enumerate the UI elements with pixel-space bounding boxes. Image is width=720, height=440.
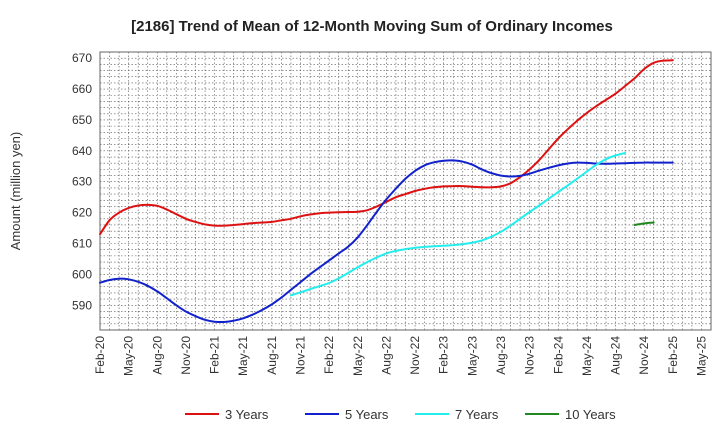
x-tick-label: Aug-21 (265, 336, 279, 375)
x-tick-label: Nov-23 (523, 336, 537, 375)
x-tick-label: Nov-24 (637, 336, 651, 375)
series-line-3-years (99, 59, 674, 236)
y-tick-label: 650 (72, 113, 92, 127)
x-tick-label: May-23 (465, 336, 479, 376)
x-tick-label: Feb-20 (93, 336, 107, 374)
legend-label-3-years: 3 Years (225, 407, 269, 422)
y-tick-label: 590 (72, 298, 92, 312)
legend: 3 Years 5 Years 7 Years 10 Years (185, 407, 616, 422)
x-tick-label: May-21 (236, 336, 250, 376)
x-tick-label: Feb-25 (666, 336, 680, 374)
series-line-7-years (289, 152, 627, 297)
y-tick-label: 670 (72, 51, 92, 65)
x-tick-label: Feb-23 (437, 336, 451, 374)
x-tick-label: Nov-22 (408, 336, 422, 375)
grid-layer (100, 51, 711, 331)
x-tick-label: Feb-22 (322, 336, 336, 374)
y-tick-label: 660 (72, 82, 92, 96)
plot-area (99, 51, 712, 331)
x-tick-label: Aug-23 (494, 336, 508, 375)
y-tick-label: 610 (72, 237, 92, 251)
x-tick-label: May-22 (351, 336, 365, 376)
x-tick-label: May-20 (122, 336, 136, 376)
x-tick-label: Nov-21 (293, 336, 307, 375)
x-tick-label: Feb-21 (208, 336, 222, 374)
legend-label-7-years: 7 Years (455, 407, 499, 422)
chart-title: [2186] Trend of Mean of 12-Month Moving … (131, 18, 613, 35)
x-tick-label: Nov-20 (179, 336, 193, 375)
y-axis: 590 600 610 620 630 640 650 660 670 (72, 51, 92, 312)
y-tick-label: 600 (72, 267, 92, 281)
x-tick-label: Aug-24 (609, 336, 623, 375)
y-tick-label: 620 (72, 206, 92, 220)
series-line-10-years (633, 221, 655, 226)
x-tick-label: May-24 (580, 336, 594, 376)
series-line-5-years (99, 159, 674, 324)
y-axis-label: Amount (million yen) (8, 132, 23, 251)
x-axis: Feb-20 May-20 Aug-20 Nov-20 Feb-21 May-21 Aug-… (93, 336, 708, 376)
x-tick-label: May-25 (694, 336, 708, 376)
x-tick-label: Aug-22 (379, 336, 393, 375)
y-tick-label: 630 (72, 175, 92, 189)
series-layer (99, 59, 674, 324)
x-tick-label: Aug-20 (150, 336, 164, 375)
y-tick-label: 640 (72, 144, 92, 158)
legend-label-5-years: 5 Years (345, 407, 389, 422)
x-tick-label: Feb-24 (551, 336, 565, 374)
legend-label-10-years: 10 Years (565, 407, 616, 422)
